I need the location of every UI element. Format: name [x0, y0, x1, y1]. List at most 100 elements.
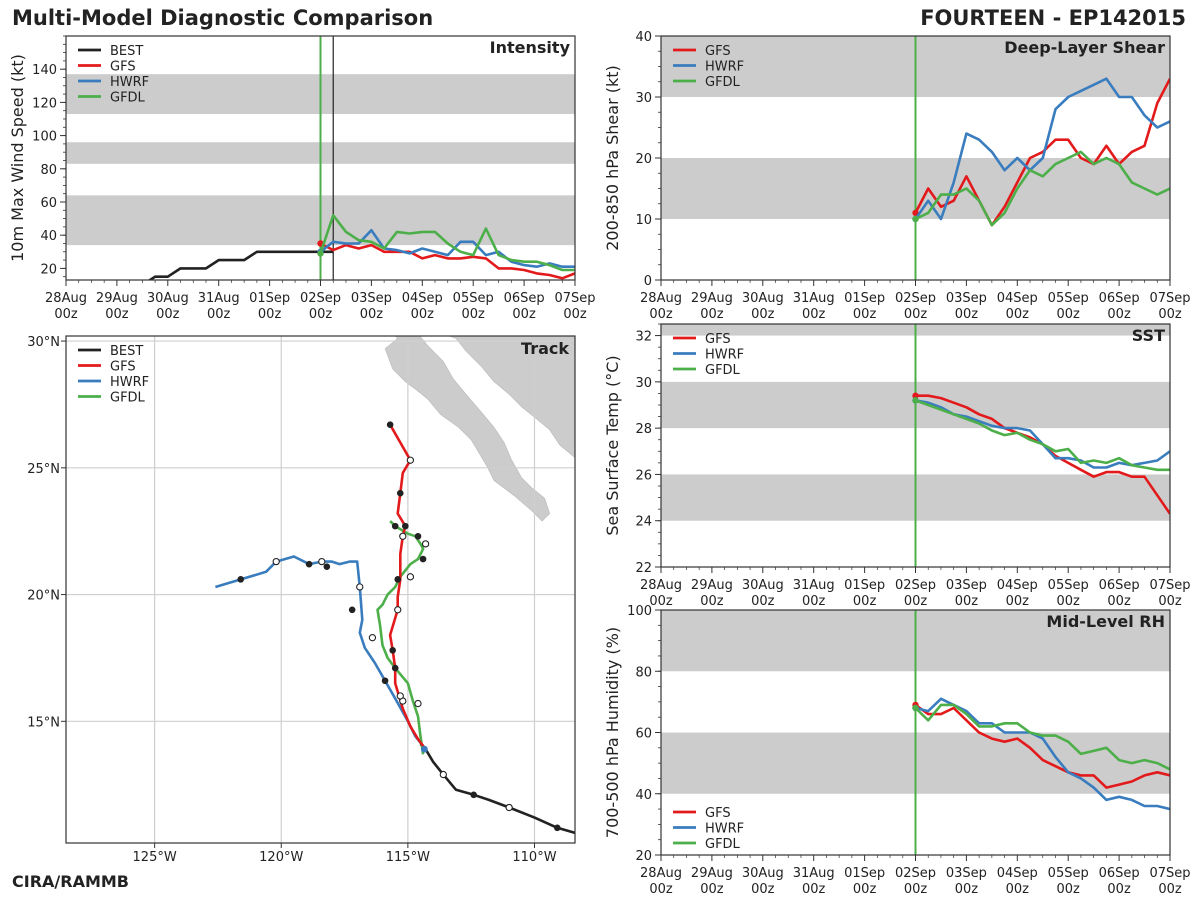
shear-xtick-label: 00z [1006, 307, 1030, 322]
rh-ytick-label: 20 [635, 849, 652, 864]
sst-ytick-label: 32 [635, 330, 652, 345]
sst-xtick-label: 00z [1057, 594, 1081, 609]
sst-xtick-label: 00z [1107, 594, 1131, 609]
track-line-gfdl [376, 520, 425, 755]
intensity-legend-label-gfdl: GFDL [110, 91, 146, 106]
shear-legend-label-gfdl: GFDL [705, 75, 741, 90]
shear-start-point-gfdl [912, 215, 919, 223]
sst-xtick-label: 31Aug [793, 578, 835, 593]
shear-line-hwrf [914, 77, 1170, 221]
intensity-xtick-label: 01Sep [249, 291, 290, 306]
shear-xtick-label: 00z [751, 307, 775, 322]
sst-series [912, 392, 1170, 515]
intensity-ylabel: 10m Max Wind Speed (kt) [8, 54, 27, 262]
rh-xtick-label: 00z [904, 882, 928, 897]
intensity-line-gfs [319, 242, 575, 280]
rh-xtick-label: 00z [955, 882, 979, 897]
intensity-ytick-label: 20 [40, 262, 57, 277]
sst-xtick-label: 06Sep [1099, 578, 1140, 593]
sst-panel: 22242628303228Aug00z29Aug00z30Aug00z31Au… [603, 323, 1191, 609]
intensity-legend-label-hwrf: HWRF [110, 75, 149, 90]
shear-ytick-label: 40 [635, 30, 652, 45]
shear-ylabel: 200-850 hPa Shear (kt) [603, 65, 622, 251]
sst-xtick-label: 00z [1006, 594, 1030, 609]
rh-ytick-label: 60 [635, 727, 652, 742]
intensity-line-best [147, 250, 334, 280]
track-marker-filled-hwrf [348, 606, 356, 614]
shear-xtick-label: 05Sep [1048, 291, 1089, 306]
intensity-ytick-label: 40 [40, 229, 57, 244]
rh-xtick-label: 00z [1107, 882, 1131, 897]
rh-series [912, 697, 1170, 811]
track-legend-label-gfdl: GFDL [110, 391, 146, 406]
shear-xtick-label: 00z [853, 307, 877, 322]
track-line-hwrf [215, 555, 427, 751]
track-marker-filled-gfdl [414, 532, 422, 540]
intensity-xtick-label: 00z [360, 307, 384, 322]
rh-ylabel: 700-500 hPa Humidity (%) [603, 627, 622, 838]
rh-legend-label-gfs: GFS [705, 806, 731, 821]
rh-xtick-label: 30Aug [742, 866, 784, 881]
track-marker-open-hwrf [318, 557, 326, 566]
track-marker-filled-hwrf [323, 563, 331, 570]
shear-xtick-label: 30Aug [742, 291, 784, 306]
intensity-line-gfdl [319, 214, 575, 272]
sst-xtick-label: 30Aug [742, 578, 784, 593]
rh-xtick-label: 00z [1158, 882, 1182, 897]
rh-title: Mid-Level RH [1046, 612, 1165, 631]
rh-line-gfs [914, 703, 1170, 789]
intensity-xtick-label: 00z [105, 307, 129, 322]
track-marker-open-best [439, 770, 447, 779]
sst-title: SST [1132, 326, 1165, 345]
track-marker-filled-gfs [396, 489, 404, 497]
track-marker-filled-gfs [389, 647, 396, 654]
shear-xtick-label: 02Sep [895, 291, 936, 306]
sst-ytick-label: 24 [635, 515, 652, 530]
sst-xtick-label: 00z [649, 594, 673, 609]
intensity-line-hwrf [319, 228, 575, 269]
track-ytick-label: 15°N [27, 715, 60, 730]
sst-legend-label-hwrf: HWRF [705, 348, 744, 363]
rh-xtick-label: 00z [1006, 882, 1030, 897]
intensity-start-point-gfdl [317, 250, 324, 257]
intensity-xtick-label: 30Aug [147, 291, 189, 306]
mainland-mexico-land [448, 336, 575, 459]
intensity-ytick-label: 60 [40, 196, 57, 211]
rh-xtick-label: 01Sep [844, 866, 885, 881]
baja-california-land [384, 336, 551, 522]
track-legend-label-best: BEST [110, 344, 143, 359]
track-map [66, 336, 575, 843]
sst-xtick-label: 00z [904, 594, 928, 609]
sst-xtick-label: 28Aug [640, 578, 682, 593]
sst-ytick-label: 26 [635, 468, 652, 483]
sst-xtick-label: 01Sep [844, 578, 885, 593]
track-marker-open-gfdl [421, 540, 430, 548]
track-line-best [419, 743, 575, 835]
rh-xtick-label: 00z [649, 882, 673, 897]
sst-xtick-label: 00z [802, 594, 826, 609]
sst-xtick-label: 00z [1158, 594, 1182, 609]
storm-title: FOURTEEN - EP142015 [920, 6, 1186, 30]
page-title: Multi-Model Diagnostic Comparison [12, 6, 434, 30]
track-marker-open-gfdl [396, 692, 404, 700]
track-xtick-label: 115°W [386, 850, 430, 865]
intensity-xtick-label: 06Sep [504, 291, 545, 306]
shear-xtick-label: 31Aug [793, 291, 835, 306]
sst-xtick-label: 00z [751, 594, 775, 609]
intensity-xtick-label: 00z [156, 307, 180, 322]
track-marker-filled-gfs [402, 522, 409, 530]
sst-start-point-gfs [912, 392, 919, 399]
intensity-title: Intensity [490, 38, 571, 57]
intensity-ytick-label: 120 [32, 96, 57, 111]
shear-ytick-label: 20 [635, 152, 652, 167]
rh-legend-label-gfdl: GFDL [705, 837, 741, 852]
shear-xtick-label: 06Sep [1099, 291, 1140, 306]
track-xtick-label: 125°W [133, 850, 177, 865]
shear-series [912, 77, 1170, 227]
rh-xtick-label: 00z [700, 882, 724, 897]
sst-legend-label-gfdl: GFDL [705, 363, 741, 378]
intensity-xtick-label: 28Aug [45, 291, 87, 306]
rh-panel: 2040608010028Aug00z29Aug00z30Aug00z31Aug… [603, 604, 1191, 897]
track-panel: 125°W 120°W 115°W 110°W 15°N 20°N 25°N 30°N Trac… [27, 335, 576, 865]
intensity-ytick-label: 80 [40, 163, 57, 178]
